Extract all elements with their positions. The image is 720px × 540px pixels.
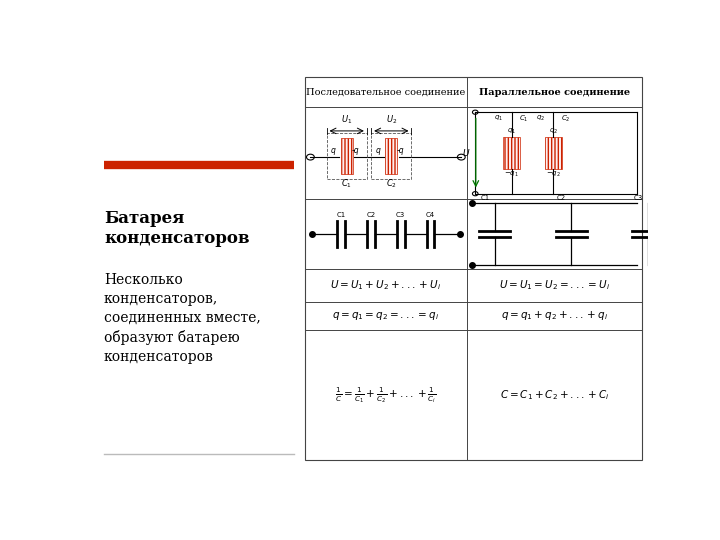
Text: $\frac{1}{C} = \frac{1}{C_1} + \frac{1}{C_2} + ... + \frac{1}{C_i}$: $\frac{1}{C} = \frac{1}{C_1} + \frac{1}{… [335,385,436,405]
Bar [341,138,353,174]
Bar [327,133,366,179]
Text: C2: C2 [557,195,566,201]
Text: Параллельное соединение: Параллельное соединение [479,87,630,97]
Text: $-q_1$: $-q_1$ [504,170,519,179]
Text: $q = q_1 + q_2 + ... + q_i$: $q = q_1 + q_2 + ... + q_i$ [501,309,608,322]
Text: $U_1$: $U_1$ [341,113,352,126]
Text: -q: -q [397,146,404,155]
Text: $U_2$: $U_2$ [386,113,397,126]
Text: $U$: $U$ [462,147,471,158]
Text: $q_2$: $q_2$ [536,114,545,123]
Text: q: q [376,146,380,155]
Text: $U = U_1 = U_2 = ... = U_i$: $U = U_1 = U_2 = ... = U_i$ [499,279,610,293]
Text: $-q_2$: $-q_2$ [546,170,561,179]
Text: $q_1$: $q_1$ [507,126,516,136]
Text: q: q [331,146,336,155]
Text: $C_2$: $C_2$ [561,114,570,124]
Text: Несколько
конденсаторов,
соединенных вместе,
образуют батарею
конденсаторов: Несколько конденсаторов, соединенных вме… [104,273,261,364]
Text: $C_2$: $C_2$ [386,177,397,190]
Text: C4: C4 [426,212,435,218]
Text: $U = U_1 + U_2 + ... + U_i$: $U = U_1 + U_2 + ... + U_i$ [330,279,441,293]
Text: C1: C1 [480,195,490,201]
Text: Батарея
конденсаторов: Батарея конденсаторов [104,210,249,247]
Text: $q_1$: $q_1$ [494,114,503,123]
Text: $q = q_1 = q_2 = ... = q_i$: $q = q_1 = q_2 = ... = q_i$ [333,310,439,322]
Bar [385,138,397,174]
Bar [545,137,562,168]
Text: Последовательное соединение: Последовательное соединение [306,87,465,97]
Bar [372,133,411,179]
Bar [305,77,642,460]
Text: C3: C3 [634,195,643,201]
Text: $C_1$: $C_1$ [341,177,352,190]
Text: C3: C3 [396,212,405,218]
Bar [503,137,520,168]
Text: -q: -q [352,146,359,155]
Text: C1: C1 [337,212,346,218]
Text: $q_2$: $q_2$ [549,126,558,136]
Text: C2: C2 [366,212,376,218]
Text: $C_1$: $C_1$ [519,114,528,124]
Text: $C = C_1 + C_2 + ... + C_i$: $C = C_1 + C_2 + ... + C_i$ [500,388,610,402]
